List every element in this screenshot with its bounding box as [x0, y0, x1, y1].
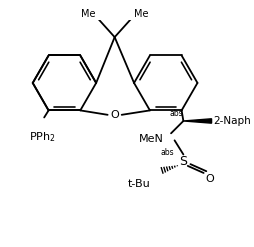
- Text: O: O: [205, 174, 213, 184]
- Text: t-Bu: t-Bu: [128, 179, 150, 188]
- Text: abs: abs: [160, 148, 174, 157]
- Text: Me: Me: [134, 9, 148, 19]
- Text: 2-Naph: 2-Naph: [213, 116, 250, 126]
- Text: MeN: MeN: [139, 134, 163, 144]
- Text: S: S: [179, 155, 187, 168]
- Text: abs: abs: [169, 109, 182, 118]
- Text: Me: Me: [81, 9, 95, 19]
- Text: PPh$_2$: PPh$_2$: [29, 130, 56, 144]
- Text: O: O: [110, 110, 119, 120]
- Polygon shape: [183, 119, 211, 123]
